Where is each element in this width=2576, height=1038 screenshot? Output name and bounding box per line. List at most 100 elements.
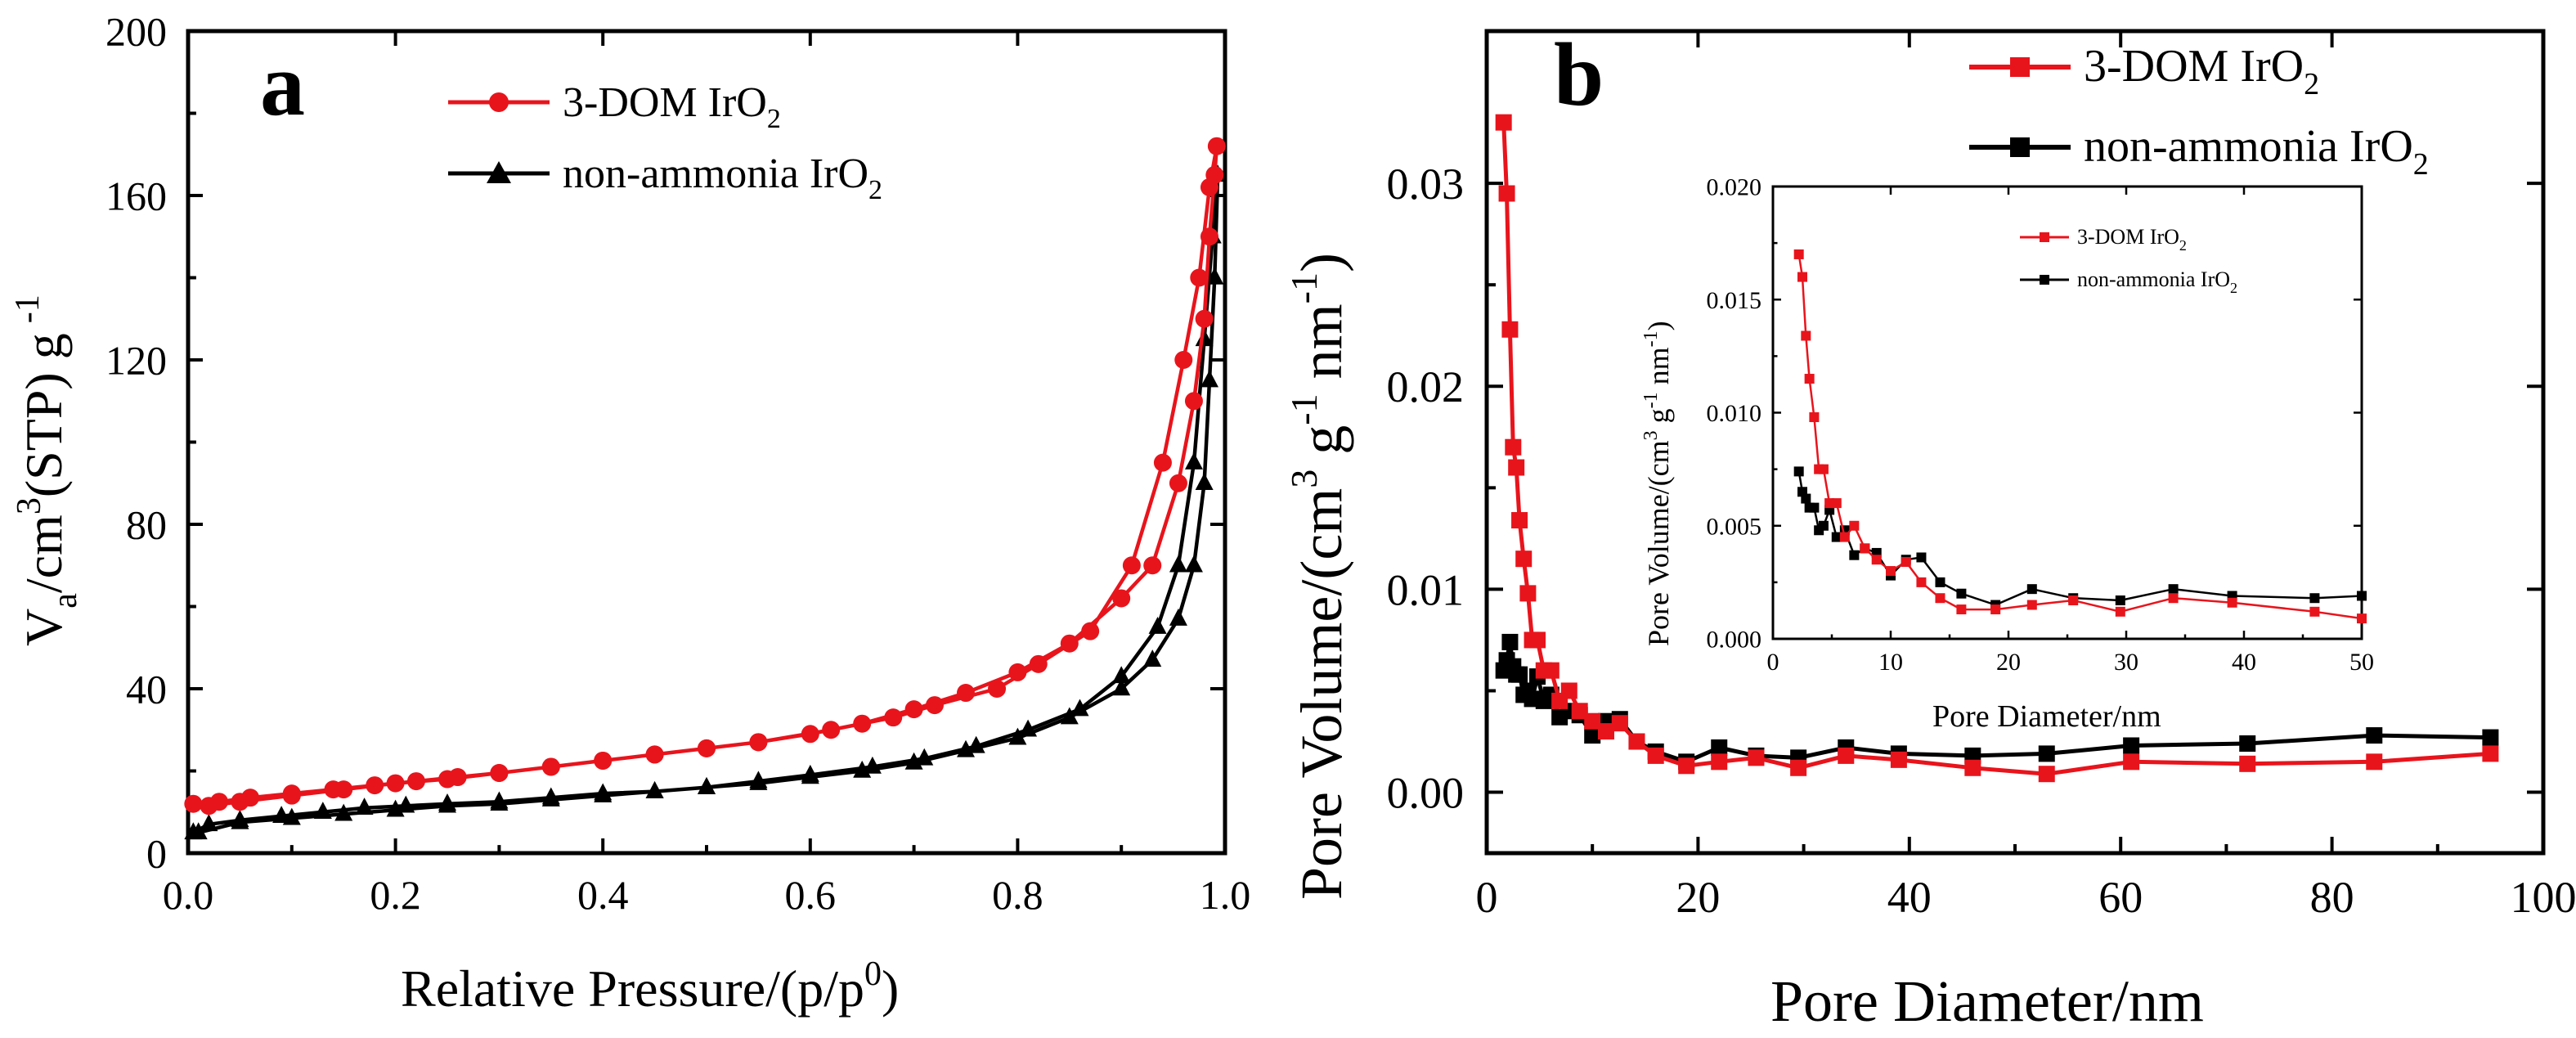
- inset-point-nonammonia: [2309, 593, 2320, 604]
- b-point-3dom: [1501, 321, 1519, 338]
- a-point-3dom: [749, 733, 768, 752]
- b-point-3dom: [1505, 438, 1522, 456]
- b-point-nonammonia: [2038, 745, 2055, 762]
- b-point-3dom: [2366, 753, 2383, 771]
- inset-point-nonammonia: [2357, 591, 2367, 601]
- inset-xtick-label: 20: [1996, 649, 2021, 676]
- b-point-3dom: [2239, 755, 2256, 772]
- a-ytick-label: 80: [126, 502, 167, 548]
- a-point-3dom: [1143, 556, 1162, 575]
- a-point-nonammonia: [282, 807, 301, 825]
- inset-point-3dom: [1801, 330, 1811, 341]
- inset-series-line-3dom: [1797, 254, 2363, 620]
- inset-point-3dom: [1804, 374, 1815, 384]
- inset-point-3dom: [2168, 593, 2179, 604]
- a-xtick-label: 0.8: [992, 872, 1043, 918]
- b-point-nonammonia: [2366, 727, 2383, 744]
- a-xtick-label: 0.0: [163, 872, 214, 918]
- a-xtick-label: 0.6: [785, 872, 837, 918]
- a-point-nonammonia: [541, 789, 560, 807]
- a-point-nonammonia: [1008, 727, 1027, 745]
- a-point-nonammonia: [863, 756, 882, 774]
- a-ytick-label: 0: [146, 831, 167, 877]
- b-point-3dom: [2123, 753, 2140, 771]
- a-point-3dom: [334, 780, 353, 799]
- panel-b-legend: 3-DOM IrO2 non-ammonia IrO2: [1969, 41, 2429, 182]
- a-point-3dom: [282, 786, 301, 805]
- b-point-3dom: [1838, 747, 1855, 764]
- b-xtick-label: 20: [1676, 873, 1720, 922]
- inset-point-nonammonia: [2115, 595, 2125, 605]
- inset-frame: [1771, 185, 2363, 640]
- a-point-3dom: [1195, 309, 1214, 328]
- inset-ylabel: Pore Volume/(cm3 g-1 nm-1): [1640, 321, 1675, 646]
- a-point-3dom: [1190, 268, 1209, 287]
- a-point-3dom: [184, 794, 203, 813]
- a-ytick-label: 40: [126, 667, 167, 712]
- panel-a: 0.0 0.2 0.4 0.6 0.8 1.0 0 40 80 120 160 200 a 3-DOM…: [9, 9, 1250, 1018]
- panel-a-label: a: [260, 34, 305, 134]
- a-point-nonammonia: [1112, 666, 1131, 684]
- legend-a-label-3dom: 3-DOM IrO2: [563, 79, 781, 134]
- b-point-3dom: [1790, 759, 1807, 776]
- a-point-3dom: [801, 725, 819, 744]
- a-point-nonammonia: [1060, 707, 1079, 725]
- a-point-3dom: [594, 751, 613, 770]
- inset-point-nonammonia: [1916, 552, 1927, 563]
- a-point-nonammonia: [967, 735, 985, 753]
- inset-legend-label-nonammonia: non-ammonia IrO2: [2077, 267, 2237, 296]
- a-point-3dom: [438, 770, 456, 789]
- legend-b-label-nonammonia: non-ammonia IrO2: [2084, 121, 2429, 182]
- a-ytick-label: 120: [105, 338, 167, 384]
- b-point-3dom: [1511, 512, 1528, 529]
- b-point-3dom: [1560, 682, 1577, 699]
- b-point-3dom: [1628, 733, 1645, 750]
- panel-a-ylabel: Va/cm3(STP) g-1: [9, 294, 84, 646]
- a-point-3dom: [1122, 556, 1141, 575]
- panel-b-xlabel: Pore Diameter/nm: [1770, 968, 2204, 1034]
- inset-point-3dom: [2026, 600, 2037, 610]
- a-xtick-label: 0.2: [370, 872, 421, 918]
- inset-point-3dom: [1871, 555, 1882, 565]
- a-point-nonammonia: [189, 822, 208, 840]
- a-point-3dom: [925, 696, 944, 715]
- a-point-3dom: [366, 776, 384, 795]
- b-xtick-label: 80: [2310, 873, 2354, 922]
- legend-a-label-nonammonia: non-ammonia IrO2: [563, 151, 882, 205]
- b-point-3dom: [1584, 712, 1601, 730]
- a-point-nonammonia: [1184, 452, 1203, 470]
- a-point-nonammonia: [645, 780, 664, 798]
- inset-xlabel: Pore Diameter/nm: [1932, 699, 2161, 734]
- a-point-nonammonia: [1195, 473, 1214, 490]
- panel-b-ticks: [1485, 31, 2545, 853]
- inset-ytick-label: 0.005: [1707, 513, 1762, 540]
- inset-point-3dom: [1839, 532, 1850, 542]
- a-point-3dom: [1200, 227, 1218, 246]
- panel-a-ticks: [186, 29, 1227, 855]
- a-point-nonammonia: [231, 811, 249, 829]
- a-point-nonammonia: [355, 798, 374, 815]
- inset-point-3dom: [1809, 412, 1820, 423]
- inset-point-nonammonia: [2168, 584, 2179, 595]
- a-point-3dom: [698, 739, 716, 757]
- legend-a-marker-nonammonia: [487, 161, 511, 183]
- a-ytick-label: 200: [105, 9, 167, 55]
- a-point-nonammonia: [334, 803, 353, 821]
- a-series-line-nonammonia: [192, 173, 1220, 835]
- b-point-3dom: [1748, 749, 1765, 766]
- b-point-3dom: [2482, 745, 2499, 762]
- a-point-nonammonia: [1169, 555, 1187, 573]
- legend-a-marker-3dom: [489, 92, 509, 112]
- a-ytick-label: 160: [105, 173, 167, 219]
- a-point-3dom: [645, 745, 664, 764]
- inset-point-3dom: [1797, 272, 1807, 282]
- b-xtick-label: 40: [1887, 873, 1932, 922]
- b-ytick-label: 0.00: [1387, 768, 1465, 817]
- inset-series: [1793, 249, 2367, 624]
- panel-a-xlabel: Relative Pressure/(p/p0): [401, 955, 899, 1018]
- a-point-nonammonia: [397, 795, 415, 813]
- a-point-3dom: [988, 680, 1007, 698]
- inset-point-3dom: [1990, 604, 2001, 615]
- b-ytick-label: 0.01: [1387, 565, 1465, 614]
